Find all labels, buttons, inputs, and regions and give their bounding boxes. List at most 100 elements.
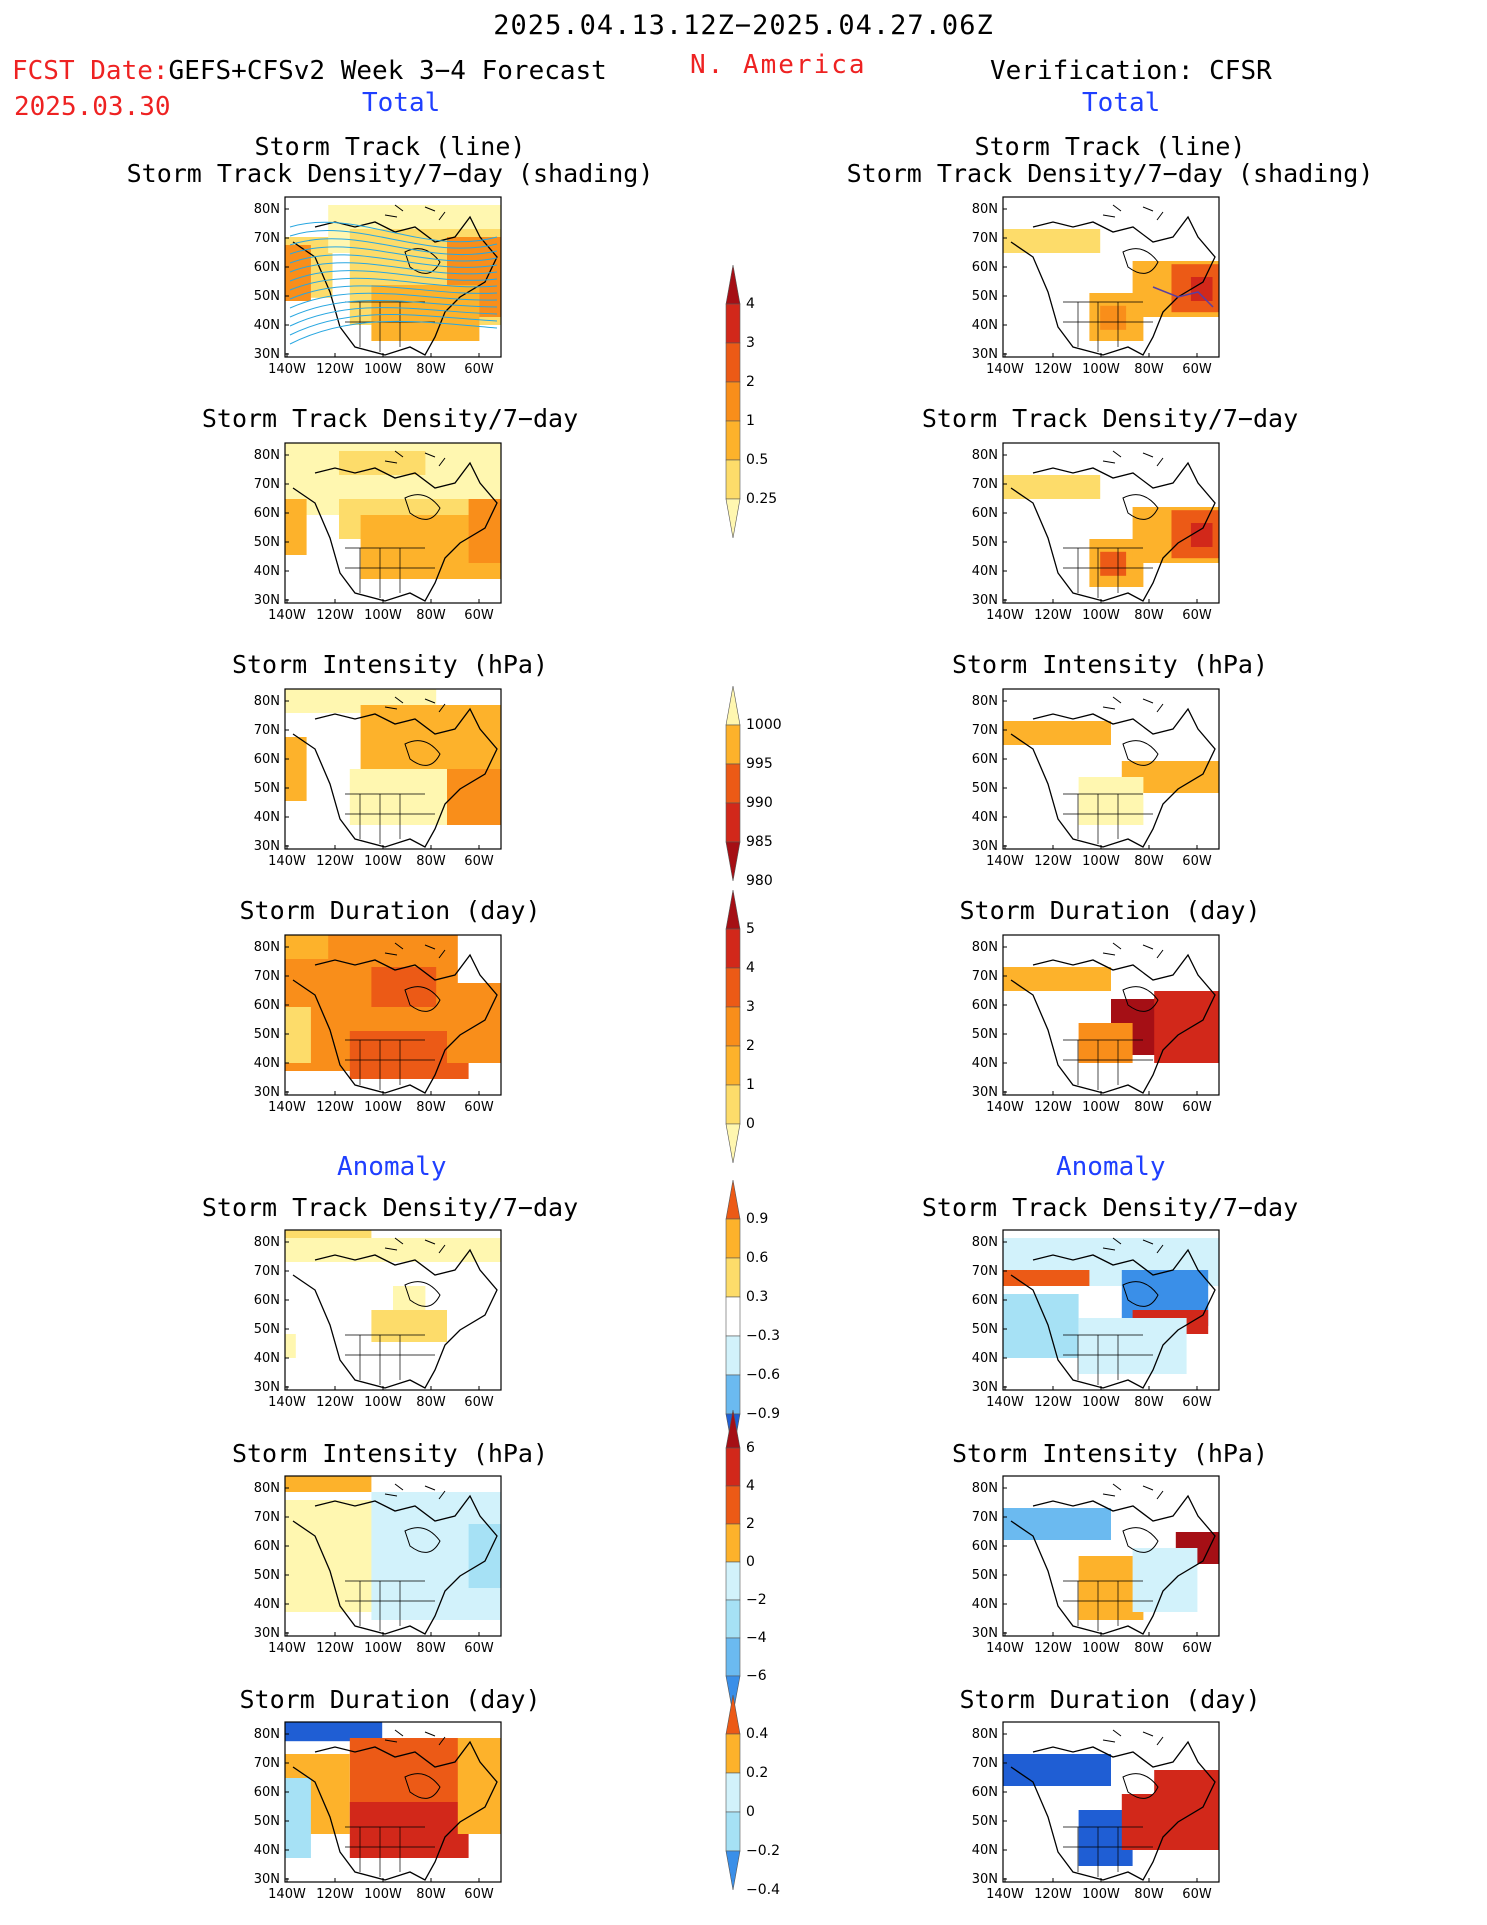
colorbar: 4 3 2 1 0.5 0.25	[725, 264, 777, 539]
shaded-region	[1003, 475, 1101, 499]
shaded-region	[285, 1778, 311, 1858]
storm-track-line	[289, 320, 498, 345]
fcst-model: GEFS+CFSv2 Week 3−4 Forecast	[168, 56, 607, 86]
colorbar-label: 5	[746, 921, 755, 937]
colorbar-swatch	[725, 1045, 741, 1086]
colorbar-label: 0.3	[746, 1289, 768, 1305]
map-frame	[284, 196, 502, 358]
lat-tick-label: 70N	[254, 1756, 280, 1771]
title-line-2: Storm Track Density/7−day (shading)	[126, 159, 654, 188]
lon-tick-label: 80W	[1134, 854, 1164, 869]
lon-tick-label: 60W	[464, 1641, 494, 1656]
colorbar-label: 6	[746, 1440, 755, 1456]
lat-tick-label: 50N	[254, 289, 280, 304]
storm-track-line	[289, 262, 498, 275]
title-line-1: Storm Track (line)	[974, 132, 1246, 161]
shaded-region	[447, 983, 501, 1063]
lat-tick-label: 80N	[254, 1235, 280, 1250]
shaded-region	[371, 1310, 447, 1342]
total-label-right: Total	[1082, 88, 1161, 118]
colorbar-arrow	[725, 685, 741, 726]
lat-tick-label: 70N	[254, 969, 280, 984]
lat-tick-label: 80N	[254, 1727, 280, 1742]
colorbar-arrow	[725, 841, 741, 882]
shaded-region	[1154, 1770, 1219, 1818]
shaded-region	[1190, 523, 1213, 547]
hudson-bay-outline	[1122, 248, 1159, 274]
lat-tick-label: 40N	[972, 810, 998, 825]
lon-tick-label: 80W	[416, 1395, 446, 1410]
lat-tick-label: 40N	[254, 1056, 280, 1071]
lon-tick-label: 100W	[364, 1100, 402, 1115]
colorbar-swatch	[725, 342, 741, 383]
lon-tick-label: 100W	[364, 1395, 402, 1410]
colorbar-label: −2	[746, 1592, 767, 1608]
colorbar-label: 995	[746, 756, 773, 772]
panel-title-intensity-left: Storm Intensity (hPa)	[231, 650, 549, 679]
lat-tick-label: 80N	[254, 1481, 280, 1496]
lat-tick-label: 80N	[972, 694, 998, 709]
lon-tick-label: 120W	[1034, 1100, 1072, 1115]
coastline	[292, 707, 498, 848]
lat-tick-label: 60N	[254, 998, 280, 1013]
panel-title-density-right: Storm Track Density/7−day	[921, 404, 1299, 433]
lon-tick-label: 100W	[364, 608, 402, 623]
lat-tick-label: 40N	[972, 564, 998, 579]
arctic-islands	[384, 696, 446, 713]
shaded-region	[1100, 551, 1127, 576]
state-borders	[345, 547, 435, 598]
lon-tick-label: 60W	[1182, 362, 1212, 377]
lon-tick-label: 100W	[364, 362, 402, 377]
lat-tick-label: 70N	[972, 1756, 998, 1771]
lat-tick-label: 50N	[972, 535, 998, 550]
colorbar-label: 1	[746, 1077, 755, 1093]
storm-track-line	[289, 270, 498, 282]
lat-tick-label: 60N	[972, 752, 998, 767]
shaded-region	[1078, 777, 1144, 825]
title-line-1: Storm Track (line)	[254, 132, 526, 161]
colorbar-swatch	[725, 724, 741, 765]
colorbar: 0.4 0.2 0 −0.2 −0.4	[725, 1694, 780, 1898]
colorbar-arrow	[725, 264, 741, 305]
shaded-region	[447, 769, 501, 825]
lat-tick-label: 60N	[972, 506, 998, 521]
shaded-region	[285, 1007, 311, 1063]
state-borders	[1063, 1334, 1153, 1385]
shaded-region	[1003, 1270, 1090, 1286]
colorbar-swatch	[725, 1006, 741, 1047]
coastline	[292, 1740, 498, 1881]
shaded-region	[285, 1722, 383, 1742]
colorbar-label: 3	[746, 999, 755, 1015]
lat-tick-label: 50N	[972, 1027, 998, 1042]
colorbar-arrow	[725, 889, 741, 930]
colorbar: 6 4 2 0 −2 −4 −6	[725, 1409, 767, 1715]
colorbar-label: 0.2	[746, 1765, 768, 1781]
map-frame	[284, 1721, 502, 1883]
lat-tick-label: 70N	[254, 477, 280, 492]
verification-label: Verification: CFSR	[990, 56, 1272, 86]
coastline	[1010, 1740, 1216, 1881]
lat-tick-label: 30N	[254, 347, 280, 362]
colorbar-arrow	[725, 1850, 741, 1891]
lat-tick-label: 30N	[254, 839, 280, 854]
lon-tick-label: 140W	[268, 854, 306, 869]
colorbar-label: 2	[746, 374, 755, 390]
lon-tick-label: 120W	[1034, 1887, 1072, 1902]
shaded-region	[371, 967, 437, 1007]
map-frame	[1002, 1475, 1220, 1637]
lat-tick-label: 30N	[972, 839, 998, 854]
colorbar-swatch	[725, 1084, 741, 1125]
anomaly-label-right: Anomaly	[1056, 1152, 1166, 1182]
lon-tick-label: 80W	[1134, 1395, 1164, 1410]
hudson-bay-outline	[404, 1773, 441, 1799]
lat-tick-label: 30N	[972, 347, 998, 362]
arctic-islands	[1102, 1237, 1164, 1254]
lon-tick-label: 140W	[268, 608, 306, 623]
state-borders	[345, 1039, 435, 1090]
colorbar-swatch	[725, 1296, 741, 1337]
